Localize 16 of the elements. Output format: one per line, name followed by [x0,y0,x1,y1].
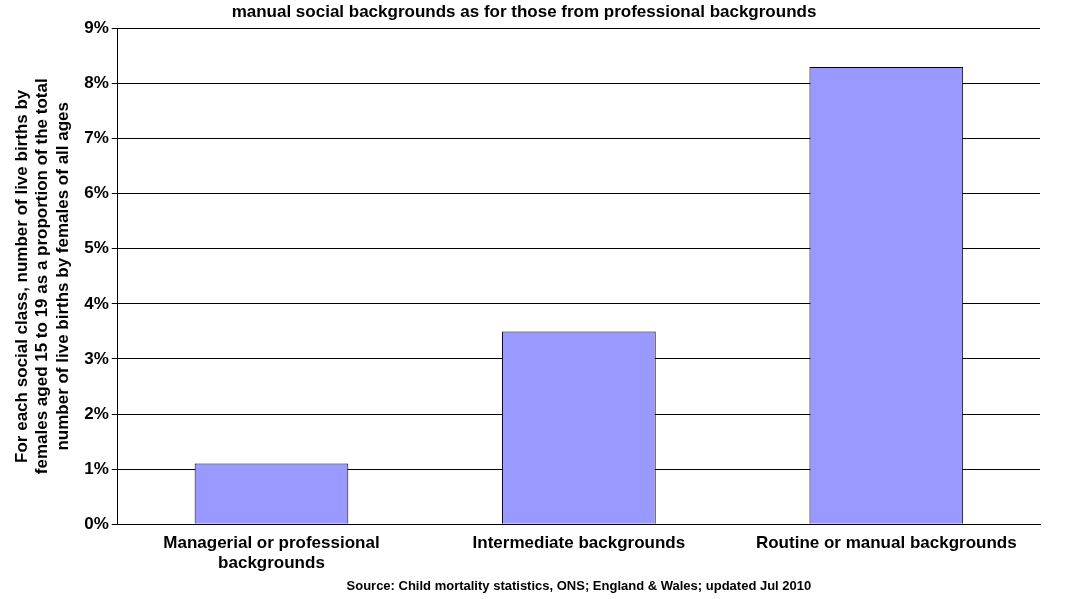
x-tick-label: Intermediate backgrounds [472,533,686,553]
x-tick-label: Managerial or professional backgrounds [163,533,380,573]
y-tick-label: 5% [84,238,109,258]
y-tick-label: 4% [84,293,109,313]
y-tick-label: 8% [84,73,109,93]
y-tick-label: 2% [84,403,109,423]
y-tick-label: 6% [84,183,109,203]
y-tick-label: 9% [84,18,109,38]
y-tick-label: 7% [84,128,109,148]
y-tick-label: 0% [84,513,109,533]
y-axis-title: For each social class, number of live births by females aged 15 to 19 as a proportion of the total number of live births by females of all ages [11,78,72,475]
y-tick-label: 3% [84,348,109,368]
source-note: Source: Child mortality statistics, ONS; England & Wales; updated Jul 2010 [346,578,812,594]
x-tick-label: Routine or manual backgrounds [755,533,1017,553]
chart-title: manual social backgrounds as for those from professional backgrounds [231,1,817,21]
y-tick-label: 1% [84,458,109,478]
